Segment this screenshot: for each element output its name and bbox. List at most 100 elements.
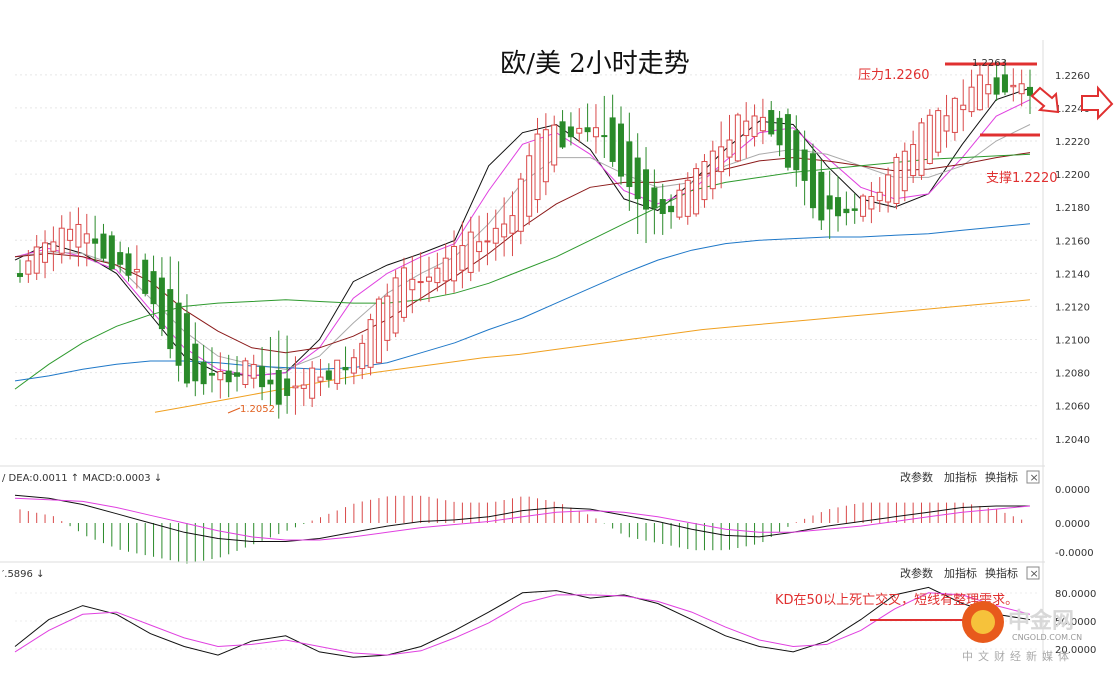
macd-tick-label: 0.0000	[1055, 519, 1090, 530]
candle-body	[175, 302, 182, 366]
kd-d-line	[14, 592, 1031, 656]
candle-body	[818, 171, 825, 221]
toolbar-button[interactable]: 改参数	[900, 566, 933, 580]
candle-body	[467, 231, 474, 273]
chart-title: 欧/美 2小时走势	[500, 49, 690, 79]
down-arrow-icon	[1030, 86, 1060, 114]
candle-body	[784, 114, 791, 168]
toolbar-button[interactable]: 换指标	[985, 470, 1018, 484]
candle-body	[592, 127, 599, 138]
close-icon-glyph: ×	[1030, 567, 1039, 580]
kd-tick-label: 50.0000	[1055, 617, 1096, 628]
candle-body	[601, 135, 608, 138]
candle-body	[292, 385, 299, 389]
candle-body	[693, 168, 700, 215]
candle-body	[442, 257, 449, 282]
candle-body	[67, 228, 74, 241]
support-annotation: 支撑1.2220	[980, 133, 1058, 186]
candle-body	[634, 157, 641, 200]
watermark-site: CNGOLD.COM.CN	[1012, 633, 1082, 642]
candle-body	[843, 208, 850, 214]
candle-body	[860, 195, 867, 217]
watermark: 中金网 CNGOLD.COM.CN 中文财经新媒体	[962, 601, 1082, 663]
candle-body	[133, 268, 140, 273]
candle-body	[1001, 74, 1008, 93]
candle-body	[434, 267, 441, 284]
candle-body	[885, 174, 892, 203]
candle-body	[375, 298, 382, 364]
toolbar-button[interactable]: 加指标	[944, 566, 977, 580]
candle-body	[910, 144, 917, 177]
kd-toolbar: 改参数 加指标 换指标 ×	[900, 566, 1040, 580]
candle-body	[58, 227, 65, 254]
candle-body	[901, 150, 908, 192]
candle-body	[426, 276, 433, 282]
candle-body	[183, 313, 190, 384]
candle-body	[392, 277, 399, 334]
candle-body	[576, 127, 583, 134]
close-icon[interactable]	[1026, 566, 1040, 580]
moving-average-lines	[14, 87, 1031, 413]
candle-body	[751, 115, 758, 137]
y-tick-label: 1.2220	[1055, 137, 1090, 148]
candle-body	[33, 246, 40, 274]
candle-body	[259, 366, 266, 388]
toolbar-button[interactable]: 加指标	[944, 470, 977, 484]
candle-body	[826, 195, 833, 210]
candle-body	[684, 179, 691, 217]
y-tick-label: 1.2040	[1055, 435, 1090, 446]
candle-body	[100, 233, 107, 259]
candle-body	[526, 155, 533, 217]
candle-body	[559, 121, 566, 148]
toolbar-button[interactable]: 改参数	[900, 470, 933, 484]
candle-body	[835, 197, 842, 217]
candle-body	[342, 366, 349, 371]
ma-line-orange	[154, 299, 1031, 413]
support-label: 支撑1.2220	[986, 171, 1058, 186]
macd-toolbar: 改参数 加指标 换指标 ×	[900, 470, 1040, 484]
candle-body	[200, 361, 207, 385]
candle-body	[208, 372, 215, 376]
close-icon-glyph: ×	[1030, 471, 1039, 484]
candle-body	[225, 370, 232, 383]
candle-body	[609, 117, 616, 162]
candle-body	[150, 271, 157, 305]
y-tick-label: 1.2100	[1055, 336, 1090, 347]
candle-body	[759, 116, 766, 132]
candle-body	[551, 124, 558, 166]
macd-tick-label: 0.0000	[1055, 485, 1090, 496]
candle-body	[117, 252, 124, 265]
candle-body	[400, 267, 407, 318]
peak-label: 1.2263	[972, 58, 1007, 69]
candle-body	[968, 86, 975, 113]
close-icon[interactable]	[1026, 470, 1040, 484]
candle-body	[809, 153, 816, 209]
y-tick-label: 1.2120	[1055, 302, 1090, 313]
y-tick-label: 1.2240	[1055, 104, 1090, 115]
candle-body	[459, 245, 466, 271]
watermark-brand: 中金网	[1008, 608, 1074, 634]
candle-body	[517, 178, 524, 232]
candle-body	[250, 364, 257, 379]
candle-body	[92, 238, 99, 244]
candle-body	[334, 359, 341, 384]
candle-body	[359, 342, 366, 370]
kd-annotation: KD在50以上死亡交叉，短线有整理需求。	[775, 592, 1018, 608]
candle-body	[776, 117, 783, 146]
low-annotation: 1.2052	[227, 404, 275, 415]
candle-body	[935, 110, 942, 153]
candle-body	[676, 189, 683, 218]
candle-body	[275, 369, 282, 405]
candle-body	[284, 378, 291, 396]
candle-body	[943, 115, 950, 132]
candle-body	[167, 289, 174, 350]
toolbar-button[interactable]: 换指标	[985, 566, 1018, 580]
macd-dif-line	[14, 494, 1030, 542]
y-tick-label: 1.2080	[1055, 369, 1090, 380]
candle-body	[75, 223, 82, 248]
macd-panel: 0.0000 0.0000 -0.0000	[14, 485, 1094, 564]
candle-body	[801, 149, 808, 181]
candle-body	[726, 139, 733, 158]
candle-body	[267, 379, 274, 385]
